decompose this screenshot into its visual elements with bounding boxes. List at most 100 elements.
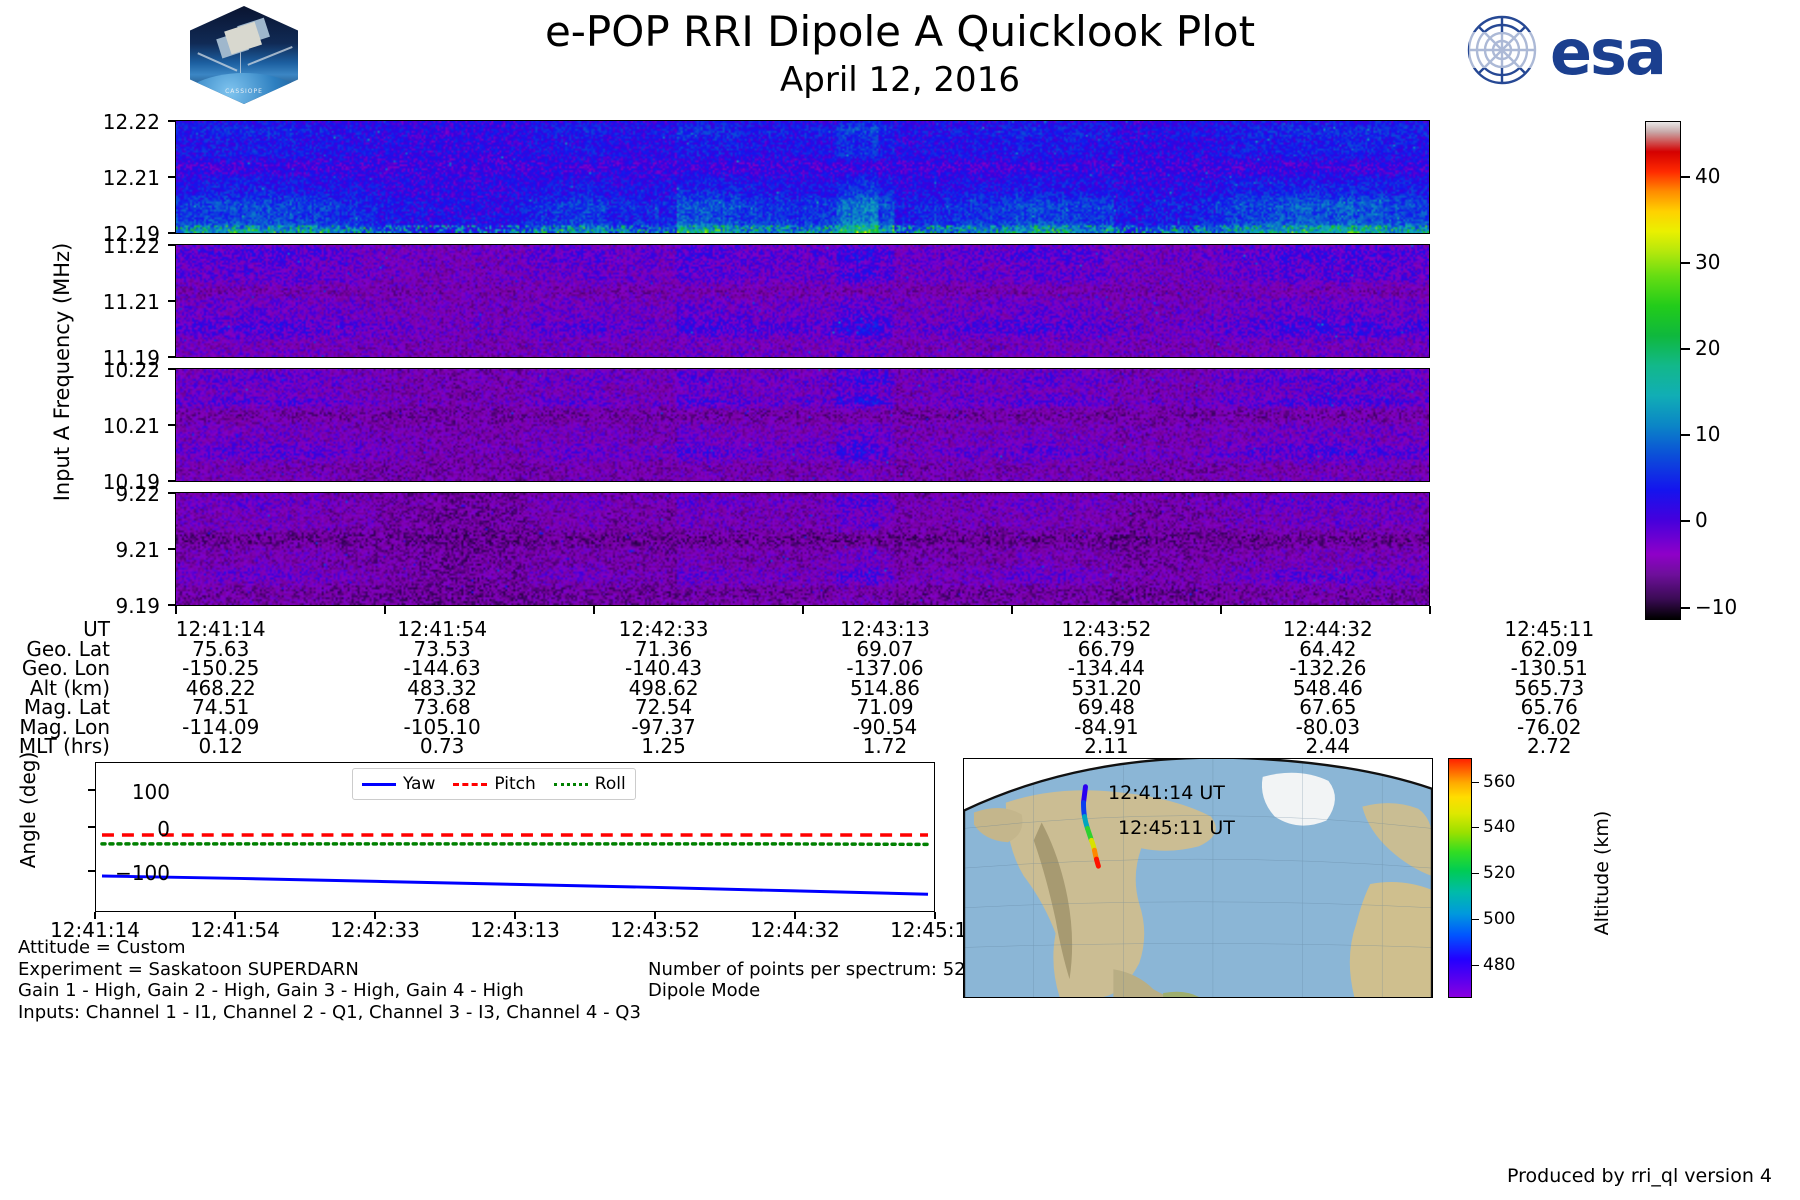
- legend-label-roll: Roll: [594, 774, 626, 794]
- cbar-tick-30: 30: [1695, 250, 1721, 274]
- ephemeris-cell: 548.46: [1292, 675, 1363, 700]
- ephemeris-cell: 71.09: [856, 695, 914, 719]
- footer-inputs: Inputs: Channel 1 - I1, Channel 2 - Q1, …: [18, 1002, 641, 1023]
- alt-cbar-tick-560: 560: [1483, 772, 1516, 792]
- ephemeris-cell: -144.63: [403, 656, 481, 680]
- ephemeris-cell: 67.65: [1299, 695, 1357, 719]
- ephemeris-row-label: Mag. Lat: [23, 695, 110, 719]
- alt-cbar-tick-480: 480: [1483, 955, 1516, 975]
- altitude-colorbar[interactable]: 560 540 520 500 480 Altitude (km): [1448, 758, 1613, 998]
- attitude-xtick-label: 12:43:52: [610, 918, 700, 942]
- ephemeris-cell: 2.72: [1527, 734, 1572, 758]
- attitude-xtick-mark: [234, 912, 236, 919]
- ephemeris-cell: -114.09: [182, 714, 260, 739]
- ephemeris-cell: 12:45:11: [1504, 617, 1595, 641]
- ephemeris-row: UT 12:41:14 12:41:54 12:42:33 12:43:13 12:43:…: [0, 617, 1660, 641]
- ephemeris-cell: 12:41:54: [397, 617, 488, 641]
- ephemeris-row-label: Alt (km): [29, 675, 110, 700]
- ephemeris-cell: 64.42: [1299, 636, 1357, 661]
- cbar-tick-0: 0: [1695, 508, 1708, 532]
- ephemeris-cell: 72.54: [634, 695, 693, 719]
- spectrogram-xtick-mark: [1011, 606, 1013, 614]
- ephemeris-cell: -105.10: [403, 714, 481, 739]
- spectrogram-xtick-mark: [802, 606, 804, 614]
- ytick-label-10-22: 10.22: [102, 358, 160, 382]
- ytick-label-10-19: 10.19: [102, 470, 160, 494]
- ytick-label-11-19: 11.19: [102, 346, 160, 370]
- mission-patch-label: CASSIOPE: [225, 88, 263, 96]
- ground-track-map[interactable]: [963, 758, 1433, 998]
- spectrogram-xtick-mark: [593, 606, 595, 614]
- ephemeris-cell: -130.51: [1510, 656, 1588, 680]
- attitude-xtick-label: 12:41:14: [50, 918, 140, 942]
- alt-cbar-tick-520: 520: [1483, 863, 1516, 883]
- spectrogram-panel-12mhz[interactable]: [175, 120, 1430, 234]
- ephemeris-cell: -76.02: [1517, 714, 1582, 739]
- alt-cbar-tick-500: 500: [1483, 909, 1516, 929]
- map-end-time-label: 12:45:11 UT: [1118, 817, 1235, 839]
- ephemeris-cell: 12:42:33: [618, 617, 709, 641]
- ytick-label-9-22: 9.22: [115, 482, 160, 506]
- ephemeris-table: UT 12:41:14 12:41:54 12:42:33 12:43:13 12:43:…: [0, 617, 1800, 758]
- ephemeris-cell: 483.32: [407, 675, 478, 700]
- spectrogram-area: Input A Frequency (MHz) 12.22 12.21 12.1…: [0, 110, 1800, 620]
- cbar-tick-40: 40: [1695, 164, 1721, 188]
- ephemeris-cell: 565.73: [1514, 675, 1585, 700]
- ephemeris-cell: 69.07: [856, 636, 914, 661]
- ephemeris-cell: 75.63: [192, 636, 250, 661]
- footer-experiment: Experiment = Saskatoon SUPERDARN: [18, 959, 359, 980]
- ytick-label-12-21: 12.21: [102, 166, 160, 190]
- ytick-label-9-21: 9.21: [115, 538, 160, 562]
- ephemeris-row: MLT (hrs) 0.12 0.73 1.25 1.72 2.11 2.44 2.72: [0, 734, 1660, 758]
- ephemeris-cell: 62.09: [1520, 636, 1578, 661]
- footer-gain: Gain 1 - High, Gain 2 - High, Gain 3 - H…: [18, 980, 524, 1001]
- attitude-ytick-mark-0: [88, 826, 96, 828]
- legend-swatch-yaw-icon: [362, 782, 396, 786]
- attitude-xtick-mark: [654, 912, 656, 919]
- ytick-label-10-21: 10.21: [102, 414, 160, 438]
- spectrogram-panel-11mhz[interactable]: [175, 244, 1430, 358]
- legend-item-roll[interactable]: Roll: [553, 774, 626, 794]
- ephemeris-cell: 1.25: [641, 734, 686, 758]
- ephemeris-grid: UT 12:41:14 12:41:54 12:42:33 12:43:13 12:43:…: [0, 617, 1660, 758]
- altitude-colorbar-title: Altitude (km): [1591, 810, 1613, 936]
- ephemeris-cell: -97.37: [631, 714, 696, 739]
- page-subtitle-date: April 12, 2016: [780, 60, 1020, 100]
- footer-attitude: Attitude = Custom: [18, 937, 186, 958]
- ephemeris-cell: 0.73: [419, 734, 465, 758]
- ytick-label-11-21: 11.21: [102, 290, 160, 314]
- attitude-xtick-label: 12:42:33: [330, 918, 420, 942]
- ephemeris-cell: 0.12: [198, 734, 243, 758]
- ytick-label-9-19: 9.19: [115, 594, 160, 618]
- legend-label-yaw: Yaw: [403, 774, 436, 794]
- page-title: e-POP RRI Dipole A Quicklook Plot: [544, 7, 1256, 56]
- ephemeris-cell: 2.44: [1305, 734, 1351, 758]
- ephemeris-cell: 12:41:14: [175, 617, 266, 641]
- attitude-xtick-mark: [94, 912, 96, 919]
- spectrogram-panel-10mhz[interactable]: [175, 368, 1430, 482]
- cbar-tick-neg10: −10: [1695, 595, 1738, 619]
- ephemeris-cell: -84.91: [1074, 714, 1139, 739]
- ephemeris-row: Mag. Lat 74.51 73.68 72.54 71.09 69.48 67.65 65…: [0, 695, 1660, 719]
- cbar-tick-10: 10: [1695, 422, 1721, 446]
- ephemeris-row: Geo. Lat 75.63 73.53 71.36 69.07 66.79 64.42 62…: [0, 636, 1660, 661]
- ytick-label-11-22: 11.22: [102, 234, 160, 258]
- legend-item-yaw[interactable]: Yaw: [362, 774, 435, 794]
- voltage-colorbar-gradient: [1645, 121, 1681, 620]
- ephemeris-cell: 66.79: [1077, 636, 1136, 661]
- ephemeris-cell: 12:44:32: [1282, 617, 1373, 641]
- ephemeris-cell: 69.48: [1077, 695, 1136, 719]
- spectrogram-panel-9mhz[interactable]: [175, 492, 1430, 606]
- legend-item-pitch[interactable]: Pitch: [453, 774, 536, 794]
- attitude-xtick-mark: [374, 912, 376, 919]
- attitude-ytick-mark-neg100: [88, 870, 96, 872]
- attitude-xtick-label: 12:43:13: [470, 918, 560, 942]
- attitude-ytick-neg100: −100: [115, 861, 170, 885]
- footer-produced-by: Produced by rri_ql version 4: [1507, 1165, 1772, 1187]
- legend-swatch-roll-icon: [553, 782, 588, 786]
- attitude-legend[interactable]: Yaw Pitch Roll: [352, 768, 636, 800]
- voltage-colorbar[interactable]: 40 30 20 10 0 −10 Dipole A Voltage (20lo…: [1645, 121, 1775, 620]
- ephemeris-cell: 74.51: [192, 695, 250, 719]
- ephemeris-row: Geo. Lon -150.25 -144.63 -140.43 -137.06 -134…: [0, 656, 1660, 680]
- ephemeris-cell: 514.86: [849, 675, 920, 700]
